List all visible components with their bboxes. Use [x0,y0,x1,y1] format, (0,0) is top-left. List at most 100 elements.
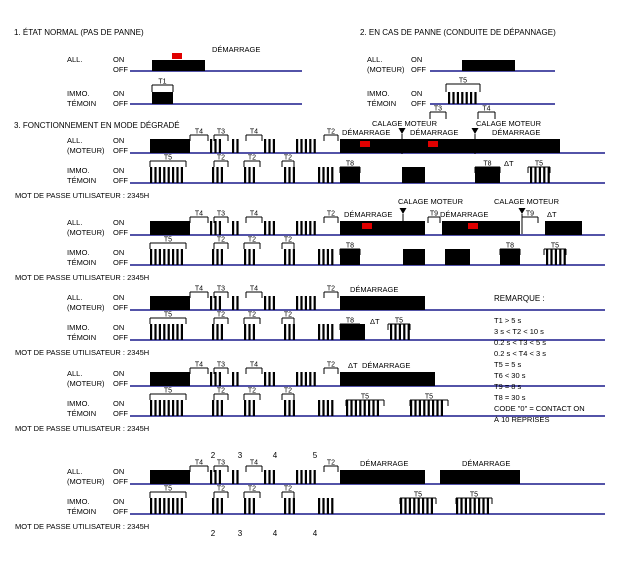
row-label: (MOTEUR) [67,477,105,486]
t2-interval-label: T2 [327,286,335,293]
contact-on-block [150,139,190,153]
immo-blink [478,498,481,514]
contact-pulse [236,139,239,153]
immo-blink [407,324,410,340]
contact-pulse [210,296,213,310]
contact-pulse [296,296,299,310]
immo-blink [376,400,379,416]
t4-interval-label: T4 [250,129,258,136]
start-label: DÉMARRAGE [362,361,410,370]
immo-blink [318,498,321,514]
row-label: ALL. [67,467,82,476]
engine-running-block [152,60,205,71]
t5-interval-label: T5 [470,492,478,499]
contact-pulse [264,221,267,235]
immo-blink [326,498,329,514]
immo-blink [163,167,166,183]
contact-pulse [214,296,217,310]
t9-interval-label: T9 [526,211,534,218]
remark-line: T5 = 5 s [494,360,522,369]
immo-blink [292,324,295,340]
t5-interval-label: T5 [535,161,543,168]
contact-pulse [210,221,213,235]
contact-pulse [268,139,271,153]
contact-pulse [309,139,312,153]
t3-interval-label: T3 [217,460,225,467]
immo-blink [150,400,153,416]
immo-blink [220,400,223,416]
t8-interval-label: T8 [506,243,514,250]
immo-blink [167,498,170,514]
engine-running-block [475,139,560,153]
stall-label: CALAGE MOTEUR [372,119,438,128]
immo-blink [331,167,334,183]
start-label: DÉMARRAGE [360,459,408,468]
immo-blink [158,498,161,514]
t3-interval-label: T3 [217,211,225,218]
engine-running-block [340,296,425,310]
t2-interval-label: T2 [327,211,335,218]
t2-interval-label: T2 [248,237,256,244]
immo-blink [220,167,223,183]
immo-blink [474,92,477,104]
row-label: IMMO. [67,497,90,506]
t4-interval-label: T4 [195,460,203,467]
row-label: ALL. [67,369,82,378]
immo-blink [244,498,247,514]
remark-line: 0.2 s < T4 < 3 s [494,349,546,358]
row-label: (MOTEUR) [67,379,105,388]
password-label: MOT DE PASSE UTILISATEUR : 2345H [15,424,149,433]
immo-blink [216,324,219,340]
t3-interval-label: T3 [217,362,225,369]
immo-blink [331,400,334,416]
contact-pulse [218,296,221,310]
row-label: (MOTEUR) [67,228,105,237]
t4-interval-label: T4 [250,211,258,218]
contact-pulse [296,470,299,484]
immo-blink [292,249,295,265]
immo-blink [403,324,406,340]
t2-interval-label: T2 [327,362,335,369]
t4-interval-label: T4 [195,286,203,293]
off-label: OFF [113,507,128,516]
off-label: OFF [113,228,128,237]
immo-blink [394,324,397,340]
immo-blink [220,324,223,340]
on-label: ON [113,136,124,145]
on-label: ON [113,89,124,98]
contact-pulse [210,470,213,484]
code-digit-top: 5 [313,451,318,460]
immo-blink [158,324,161,340]
immo-blink [248,167,251,183]
t2-interval-label: T2 [284,312,292,319]
off-label: OFF [113,146,128,155]
immo-blink [543,167,546,183]
on-label: ON [113,166,124,175]
immo-blink [372,400,375,416]
immo-blink [288,167,291,183]
off-label: OFF [113,176,128,185]
immo-blink [180,324,183,340]
immo-blink [563,249,566,265]
row-label: ALL. [67,293,82,302]
stall-marker [471,128,479,134]
code-digit-bottom: 4 [273,529,278,538]
password-label: MOT DE PASSE UTILISATEUR : 2345H [15,348,149,357]
contact-pulse [232,221,235,235]
t2-interval-label: T2 [217,486,225,493]
immo-blink [180,498,183,514]
t4-interval-label: T4 [250,362,258,369]
immo-blink [322,167,325,183]
row-label: IMMO. [67,399,90,408]
contact-pulse [313,221,316,235]
immo-blink [180,167,183,183]
remark-line: 3 s < T2 < 10 s [494,327,544,336]
immo-blink [398,324,401,340]
stall-marker [398,128,406,134]
row-label: TÉMOIN [67,176,96,185]
contact-pulse [210,372,213,386]
contact-pulse [264,372,267,386]
t5-interval-label: T5 [395,318,403,325]
start-label: DÉMARRAGE [462,459,510,468]
contact-pulse [313,372,316,386]
